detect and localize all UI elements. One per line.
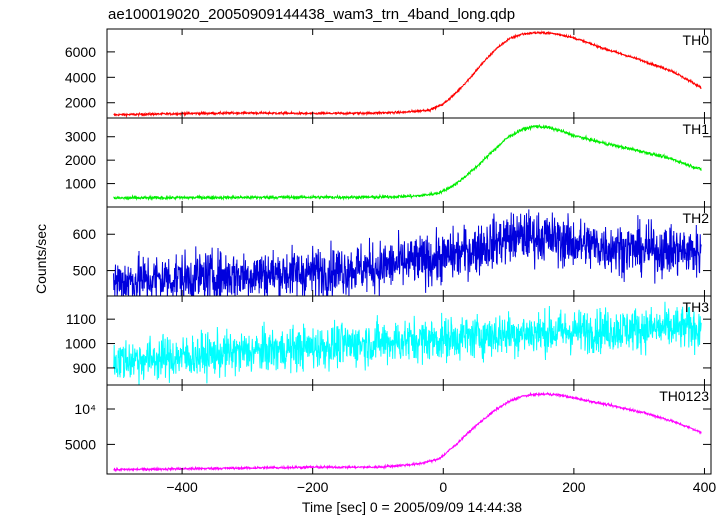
y-tick-label: 5000 [65, 436, 96, 452]
y-tick-label: 500 [73, 263, 97, 279]
y-tick-label: 1000 [65, 336, 96, 352]
panel-th0: 2000 4000 6000 TH0 [65, 28, 712, 119]
x-tick-label: 200 [562, 479, 586, 495]
y-tick-label: 900 [73, 360, 97, 376]
y-axis-label: Counts/sec [33, 224, 49, 294]
panel-th0123: 5000 10⁴ TH0123 [65, 384, 712, 475]
series-line-th2 [113, 209, 702, 296]
panel-frame [106, 28, 712, 119]
series-label-th3: TH3 [683, 299, 710, 315]
y-tick-label: 1100 [66, 311, 96, 327]
series-label-th0123: TH0123 [659, 388, 709, 404]
x-tick-label: 0 [439, 479, 447, 495]
y-tick-label: 2000 [65, 95, 96, 111]
series-line-th0123 [113, 391, 702, 473]
series-line-th1 [113, 123, 702, 202]
y-tick-label: 4000 [65, 69, 96, 85]
series-label-th2: TH2 [683, 210, 710, 226]
panel-frame [106, 117, 712, 208]
y-tick-label: 10⁴ [74, 401, 96, 417]
series-label-th0: TH0 [683, 32, 710, 48]
series-line-th3 [113, 301, 702, 385]
y-tick-label: 3000 [65, 129, 96, 145]
x-tick-label: 400 [693, 479, 717, 495]
series-line-th0 [113, 30, 702, 118]
y-tick-label: 600 [73, 226, 97, 242]
x-axis-label: Time [sec] 0 = 2005/09/09 14:44:38 [302, 499, 522, 515]
chart-title: ae100019020_20050909144438_wam3_trn_4ban… [108, 6, 515, 23]
panel-th2: 500 600 TH2 [73, 206, 712, 297]
panel-th3: 900 1000 1100 TH3 [65, 295, 712, 386]
series-label-th1: TH1 [683, 121, 710, 137]
y-tick-label: 1000 [65, 176, 96, 192]
y-tick-label: 6000 [65, 44, 96, 60]
panel-frame [106, 384, 712, 475]
x-tick-label: −200 [297, 479, 329, 495]
y-tick-label: 2000 [65, 152, 96, 168]
panel-th1: 1000 2000 3000 TH1 [65, 117, 712, 208]
x-tick-label: −400 [166, 479, 198, 495]
